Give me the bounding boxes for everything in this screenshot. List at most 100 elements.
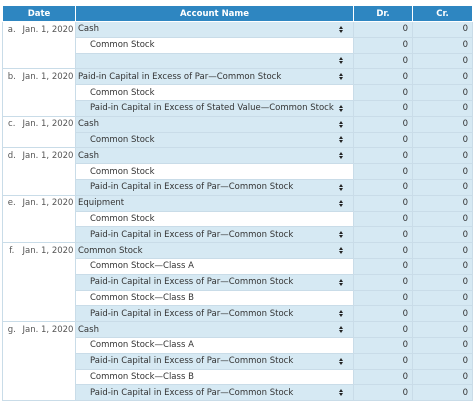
account-select[interactable]: Cash: [75, 321, 354, 338]
credit-input[interactable]: 0: [412, 36, 473, 54]
dropdown-arrows-icon[interactable]: [335, 228, 347, 242]
account-select[interactable]: Paid-in Capital in Excess of Par—Common …: [75, 305, 354, 323]
entry-date: [21, 290, 76, 306]
debit-input[interactable]: 0: [353, 52, 413, 70]
dropdown-arrows-icon[interactable]: [335, 323, 347, 337]
account-select[interactable]: Cash: [75, 21, 354, 38]
account-select[interactable]: Paid-in Capital in Excess of Par—Common …: [75, 352, 354, 370]
dropdown-arrows-icon[interactable]: [335, 196, 347, 210]
credit-input[interactable]: 0: [412, 273, 473, 291]
debit-input[interactable]: 0: [353, 368, 413, 386]
account-select[interactable]: Paid-in Capital in Excess of Par—Common …: [75, 226, 354, 244]
dropdown-arrows-icon[interactable]: [335, 117, 347, 131]
account-field[interactable]: Common Stock: [75, 210, 354, 228]
dropdown-arrows-icon[interactable]: [335, 133, 347, 147]
credit-input[interactable]: 0: [412, 384, 473, 402]
account-select[interactable]: Cash: [75, 115, 354, 133]
credit-input[interactable]: 0: [412, 321, 473, 338]
account-select[interactable]: Paid-in Capital in Excess of Stated Valu…: [75, 99, 354, 117]
debit-input[interactable]: 0: [353, 115, 413, 133]
debit-input[interactable]: 0: [353, 242, 413, 259]
entry-letter: f.: [2, 242, 21, 259]
account-select[interactable]: Common Stock: [75, 131, 354, 149]
debit-input[interactable]: 0: [353, 384, 413, 402]
account-name-value: Cash: [78, 119, 99, 130]
account-select[interactable]: Paid-in Capital in Excess of Par—Common …: [75, 178, 354, 196]
dropdown-arrows-icon[interactable]: [335, 354, 347, 368]
credit-input[interactable]: 0: [412, 352, 473, 370]
credit-input[interactable]: 0: [412, 131, 473, 149]
credit-input[interactable]: 0: [412, 99, 473, 117]
debit-input[interactable]: 0: [353, 289, 413, 307]
dropdown-arrows-icon[interactable]: [335, 101, 347, 115]
account-select[interactable]: Paid-in Capital in Excess of Par—Common …: [75, 68, 354, 86]
debit-input[interactable]: 0: [353, 178, 413, 196]
credit-input[interactable]: 0: [412, 289, 473, 307]
credit-input[interactable]: 0: [412, 368, 473, 386]
dropdown-arrows-icon[interactable]: [335, 70, 347, 84]
credit-input[interactable]: 0: [412, 178, 473, 196]
account-field[interactable]: Common Stock: [75, 163, 354, 180]
dropdown-arrows-icon[interactable]: [335, 54, 347, 68]
debit-input[interactable]: 0: [353, 99, 413, 117]
debit-input[interactable]: 0: [353, 84, 413, 101]
entry-letter: e.: [2, 195, 21, 212]
dropdown-arrows-icon[interactable]: [335, 180, 347, 194]
debit-input[interactable]: 0: [353, 210, 413, 228]
dropdown-arrows-icon[interactable]: [335, 149, 347, 163]
entry-date: [21, 274, 76, 290]
account-select[interactable]: Paid-in Capital in Excess of Par—Common …: [75, 384, 354, 402]
dropdown-arrows-icon[interactable]: [335, 244, 347, 258]
dropdown-arrows-icon[interactable]: [335, 22, 347, 36]
debit-input[interactable]: 0: [353, 147, 413, 165]
credit-input[interactable]: 0: [412, 163, 473, 180]
journal-row: a. Jan. 1, 2020 Cash 0 0: [2, 21, 473, 38]
account-select[interactable]: Common Stock: [75, 242, 354, 259]
account-name-value: Paid-in Capital in Excess of Par—Common …: [78, 71, 282, 82]
account-field[interactable]: Common Stock: [75, 36, 354, 54]
account-field[interactable]: Common Stock—Class A: [75, 257, 354, 275]
account-field[interactable]: Common Stock: [75, 84, 354, 101]
account-select[interactable]: Cash: [75, 147, 354, 165]
credit-input[interactable]: 0: [412, 52, 473, 70]
debit-input[interactable]: 0: [353, 336, 413, 354]
dropdown-arrows-icon[interactable]: [335, 275, 347, 289]
account-field[interactable]: Common Stock—Class A: [75, 336, 354, 354]
debit-input[interactable]: 0: [353, 131, 413, 149]
debit-input[interactable]: 0: [353, 321, 413, 338]
credit-input[interactable]: 0: [412, 115, 473, 133]
credit-input[interactable]: 0: [412, 210, 473, 228]
credit-input[interactable]: 0: [412, 147, 473, 165]
debit-input[interactable]: 0: [353, 226, 413, 244]
credit-input[interactable]: 0: [412, 336, 473, 354]
debit-input[interactable]: 0: [353, 163, 413, 180]
dropdown-arrows-icon[interactable]: [335, 386, 347, 400]
entry-letter: [2, 37, 21, 54]
debit-input[interactable]: 0: [353, 305, 413, 323]
journal-row: Paid-in Capital in Excess of Stated Valu…: [2, 99, 473, 117]
credit-input[interactable]: 0: [412, 21, 473, 38]
debit-input[interactable]: 0: [353, 21, 413, 38]
account-select[interactable]: [75, 52, 354, 70]
credit-input[interactable]: 0: [412, 68, 473, 86]
account-field[interactable]: Common Stock—Class B: [75, 289, 354, 307]
debit-input[interactable]: 0: [353, 68, 413, 86]
debit-input[interactable]: 0: [353, 273, 413, 291]
account-field[interactable]: Common Stock—Class B: [75, 368, 354, 386]
credit-input[interactable]: 0: [412, 257, 473, 275]
account-select[interactable]: Equipment: [75, 194, 354, 212]
debit-input[interactable]: 0: [353, 257, 413, 275]
credit-input[interactable]: 0: [412, 84, 473, 101]
credit-input[interactable]: 0: [412, 242, 473, 259]
journal-row: f. Jan. 1, 2020 Common Stock 0 0: [2, 242, 473, 259]
dropdown-arrows-icon[interactable]: [335, 307, 347, 321]
account-select[interactable]: Paid-in Capital in Excess of Par—Common …: [75, 273, 354, 291]
debit-input[interactable]: 0: [353, 194, 413, 212]
debit-input[interactable]: 0: [353, 352, 413, 370]
entry-date: [20, 53, 76, 70]
credit-input[interactable]: 0: [412, 194, 473, 212]
debit-input[interactable]: 0: [353, 36, 413, 54]
credit-input[interactable]: 0: [412, 226, 473, 244]
credit-input[interactable]: 0: [412, 305, 473, 323]
